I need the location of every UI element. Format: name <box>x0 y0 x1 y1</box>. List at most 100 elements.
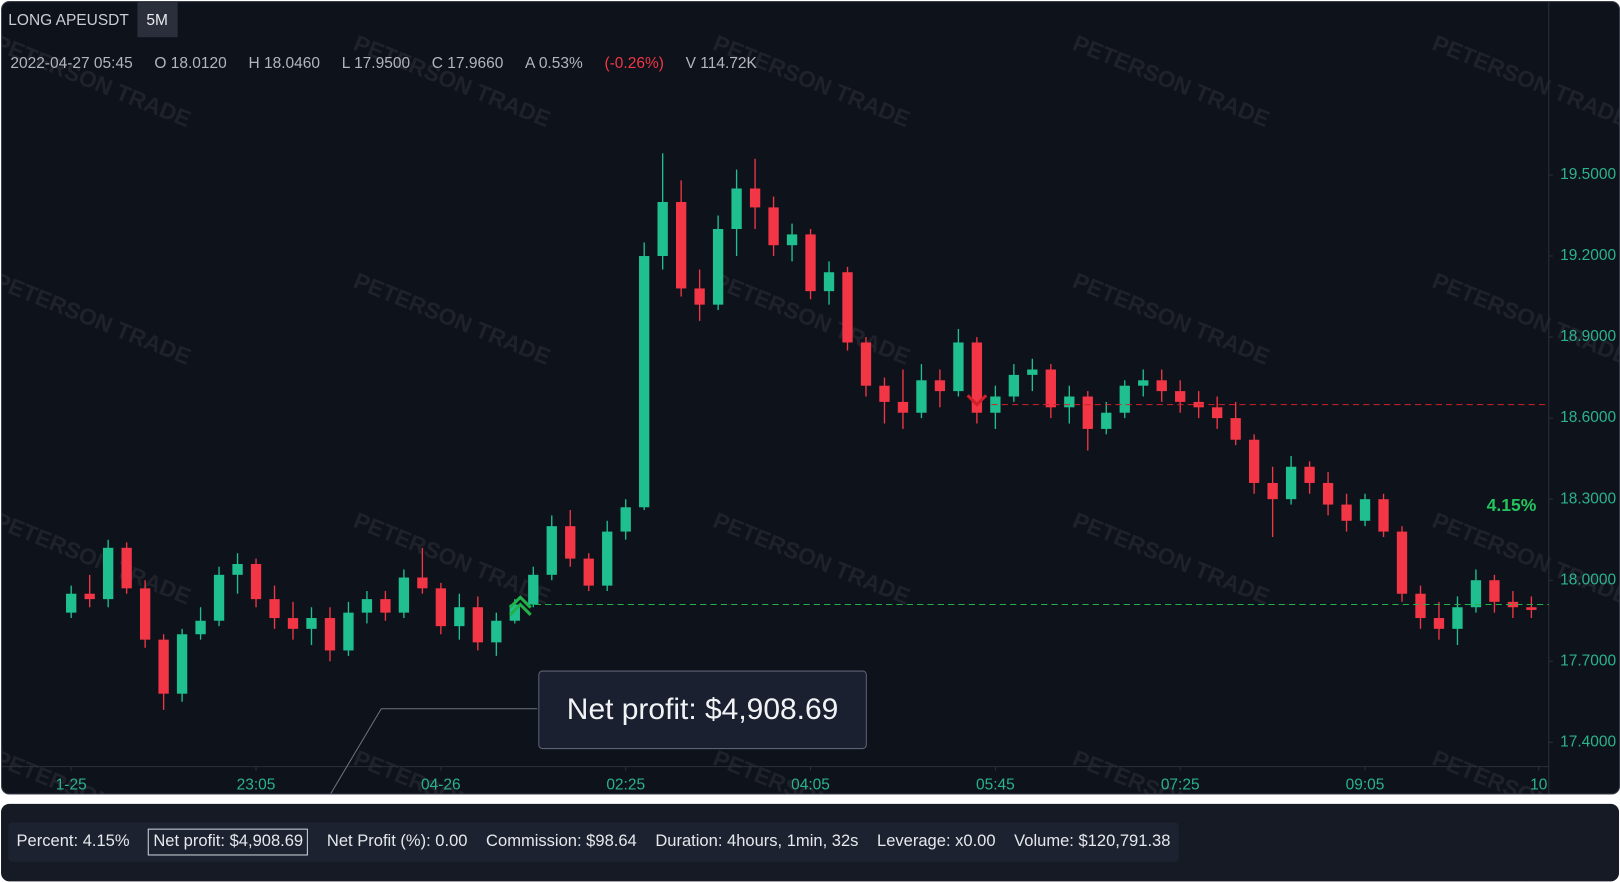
candle-body <box>343 612 354 651</box>
y-tick-label: 18.9000 <box>1560 328 1616 345</box>
candle-body <box>306 618 317 629</box>
watermark: PETERSON TRADE <box>710 29 914 132</box>
x-tick-label: 1-25 <box>56 776 87 793</box>
candle-body <box>398 577 410 613</box>
candle-body <box>1322 482 1334 505</box>
candle-body <box>1008 374 1020 397</box>
legend-item: O 18.0120 <box>154 54 227 73</box>
watermark: PETERSON TRADE <box>1069 507 1273 610</box>
x-tick-label: 02:25 <box>606 776 645 793</box>
legend-item: H 18.0460 <box>248 54 321 73</box>
candle-body <box>1138 380 1149 386</box>
x-tick-label: 05:45 <box>976 776 1015 793</box>
candle-body <box>361 599 373 613</box>
y-tick-label: 18.6000 <box>1560 409 1616 426</box>
candle-body <box>158 639 169 694</box>
watermark: PETERSON TRADE <box>1429 29 1619 132</box>
candle-body <box>768 207 779 246</box>
candle-body <box>805 234 816 292</box>
candle-body <box>176 634 188 694</box>
candle-body <box>583 558 594 586</box>
candle-body <box>1359 499 1371 521</box>
candle-body <box>1230 418 1241 440</box>
stat: Net profit: $4,908.69 <box>148 828 309 856</box>
symbol-bar: LONG APEUSDT 5M <box>2 2 178 38</box>
candle-body <box>1082 396 1093 429</box>
candle-body <box>213 574 225 621</box>
watermark: PETERSON TRADE <box>350 29 554 132</box>
candle-body <box>1470 580 1482 608</box>
y-tick-label: 19.5000 <box>1560 166 1616 183</box>
stat: Volume: $120,791.38 <box>1014 832 1171 851</box>
candle-body <box>639 256 650 508</box>
watermark: PETERSON TRADE <box>2 267 195 370</box>
candle-body <box>269 599 280 619</box>
candle-body <box>1101 412 1112 429</box>
candle-body <box>1452 607 1463 629</box>
candle-body <box>287 618 299 629</box>
candle-body <box>897 401 909 413</box>
candle-body <box>232 564 243 575</box>
timeframe[interactable]: 5M <box>137 2 178 38</box>
candle-body <box>195 620 206 635</box>
stat: Net Profit (%): 0.00 <box>326 832 468 851</box>
candle-body <box>786 234 798 246</box>
y-tick-label: 17.4000 <box>1560 733 1616 750</box>
stat: Duration: 4hours, 1min, 32s <box>655 832 859 851</box>
candle-body <box>1378 499 1389 532</box>
stat: Leverage: x0.00 <box>877 832 996 851</box>
watermark: PETERSON TRADE <box>1429 507 1619 610</box>
watermark: PETERSON TRADE <box>1069 29 1273 132</box>
candle-body <box>84 593 95 600</box>
x-tick-label: 04:05 <box>791 776 830 793</box>
candle-body <box>694 288 705 305</box>
candle-body <box>1396 531 1408 594</box>
watermark: PETERSON TRADE <box>2 507 195 610</box>
tooltip-connector <box>330 708 538 794</box>
candle-body <box>102 547 114 600</box>
legend-item: (-0.26%) <box>604 54 664 73</box>
candle-body <box>380 599 391 613</box>
stats: Percent: 4.15% Net profit: $4,908.69 Net P… <box>8 822 1179 862</box>
exit-marker <box>966 394 988 407</box>
candle-body <box>879 385 890 402</box>
watermark: PETERSON TRADE <box>350 267 554 370</box>
candle-body <box>731 188 742 230</box>
chart-panel: PETERSON TRADE PETERSON TRADE PETERSON TRA… <box>1 1 1620 795</box>
candle-body <box>860 342 872 386</box>
candle-body <box>454 607 465 627</box>
x-tick-label: 23:05 <box>237 776 276 793</box>
x-tick-label: 09:05 <box>1346 776 1385 793</box>
candle-body <box>602 531 613 586</box>
candle-body <box>139 588 151 640</box>
watermark: PETERSON TRADE <box>2 29 195 132</box>
candle-body <box>1045 369 1056 408</box>
watermark: PETERSON TRADE <box>1429 267 1619 370</box>
candle-body <box>1285 466 1297 500</box>
chart: PETERSON TRADE PETERSON TRADE PETERSON TRA… <box>2 2 1619 794</box>
y-tick-label: 17.7000 <box>1560 652 1616 669</box>
candle-body <box>1433 618 1445 629</box>
candle-body <box>823 272 835 292</box>
candle-body <box>657 201 668 257</box>
candle-body <box>121 547 132 589</box>
candle-body <box>712 229 724 305</box>
candle-body <box>250 564 262 600</box>
x-tick-label: 07:25 <box>1161 776 1200 793</box>
symbol: LONG APEUSDT <box>8 10 129 29</box>
candle-body <box>528 574 539 605</box>
candle-body <box>565 526 576 559</box>
watermark: PETERSON TRADE <box>350 507 554 610</box>
legend-item: A 0.53% <box>525 54 583 73</box>
candle-body <box>1489 580 1500 602</box>
watermark: PETERSON TRADE <box>710 507 914 610</box>
candle-body <box>491 620 502 643</box>
legend-item: V 114.72K <box>685 54 757 73</box>
candle-body <box>1064 396 1075 408</box>
candle-body <box>675 201 687 289</box>
x-tick-label: 10 <box>1530 776 1547 793</box>
candle-body <box>1156 380 1167 392</box>
watermark: PETERSON TRADE <box>1069 267 1273 370</box>
candle-body <box>971 342 983 413</box>
legend-item: C 17.9660 <box>431 54 504 73</box>
